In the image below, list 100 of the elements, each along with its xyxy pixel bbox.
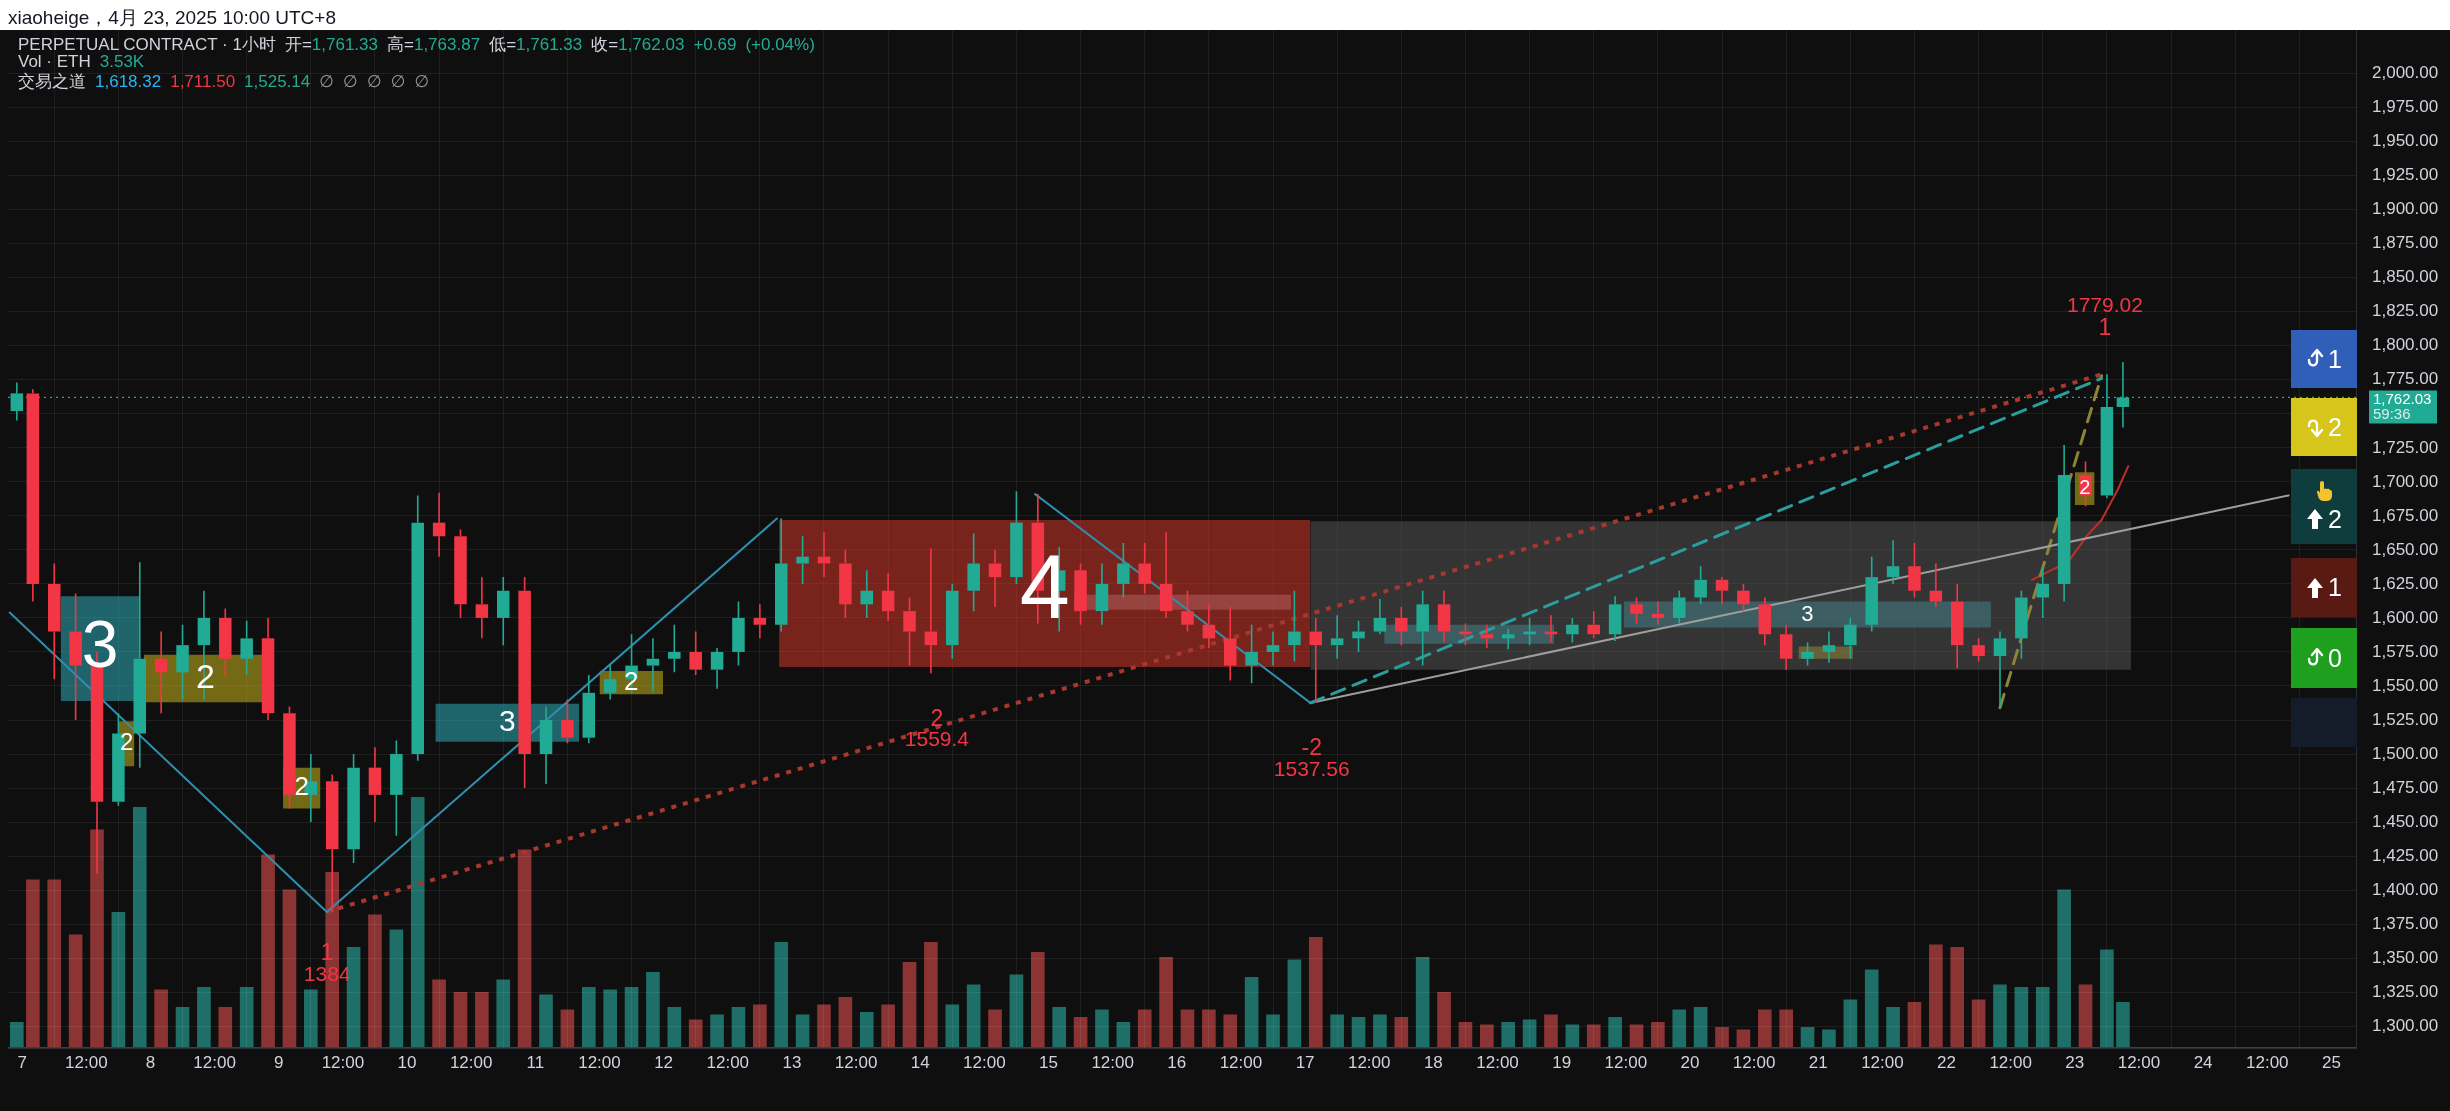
bar xyxy=(475,992,489,1047)
candlestick xyxy=(1993,630,2007,709)
candlestick xyxy=(475,576,489,640)
bar xyxy=(1629,1024,1644,1047)
annotation: 3 xyxy=(81,606,119,681)
candlestick xyxy=(497,576,510,646)
badge: 1 xyxy=(2291,330,2357,388)
x-tick-label: 24 xyxy=(2193,1052,2213,1072)
candlestick xyxy=(283,705,296,810)
candlestick xyxy=(668,623,681,674)
bar xyxy=(560,1009,575,1047)
x-tick-label: 13 xyxy=(782,1052,802,1072)
y-tick-label: 1,425.00 xyxy=(2372,845,2439,865)
text: 开=1,761.33 高=1,763.87 低=1,761.33 收=1,762.03 +0.69 (+0.04%) xyxy=(284,35,815,54)
bar xyxy=(902,962,917,1047)
bar xyxy=(10,1022,24,1047)
bar xyxy=(132,807,147,1047)
bar xyxy=(1586,1024,1601,1047)
bar xyxy=(1480,1024,1494,1047)
bar xyxy=(496,979,511,1047)
y-tick-label: 1,550.00 xyxy=(2372,675,2439,695)
y-tick-label: 1,475.00 xyxy=(2372,777,2439,797)
annotation: 3 xyxy=(1801,600,1814,626)
x-tick-label: 11 xyxy=(526,1052,545,1072)
bar xyxy=(603,989,617,1047)
bar xyxy=(646,972,660,1047)
bar xyxy=(1864,969,1879,1047)
text: xiaoheige，4月 23, 2025 10:00 UTC+8 xyxy=(8,6,336,30)
annotation: 0 xyxy=(2328,643,2342,673)
bar xyxy=(304,989,318,1047)
x-tick-label: 14 xyxy=(910,1052,930,1072)
bar xyxy=(1993,984,2007,1047)
chart-title: Vol · ETH xyxy=(18,52,91,72)
bar xyxy=(1180,1009,1195,1047)
candlestick xyxy=(1608,595,1622,642)
bar xyxy=(1009,974,1024,1047)
annotation: 1 xyxy=(2328,573,2342,602)
y-tick-label: 1,725.00 xyxy=(2372,437,2439,457)
candlestick xyxy=(603,663,617,701)
bar xyxy=(924,942,938,1047)
candlestick xyxy=(1309,617,1323,704)
bar xyxy=(1052,1007,1066,1047)
x-tick-label: 17 xyxy=(1295,1052,1315,1072)
bar xyxy=(817,1004,831,1047)
candlestick xyxy=(1138,542,1151,595)
bar xyxy=(624,987,639,1047)
bar xyxy=(453,992,468,1047)
bar xyxy=(1736,1029,1751,1047)
bar xyxy=(1929,944,1943,1047)
bar xyxy=(1330,1014,1344,1047)
bar xyxy=(389,929,404,1047)
bar xyxy=(2014,987,2029,1047)
ref-line-label: 1,762.03 xyxy=(2373,389,2432,407)
bar xyxy=(1437,992,1451,1047)
y-tick-label: 1,625.00 xyxy=(2372,573,2439,593)
candlestick xyxy=(69,592,82,721)
x-tick-label: 12:00 xyxy=(2245,1052,2289,1072)
y-tick-label: 1,350.00 xyxy=(2372,947,2439,967)
bar xyxy=(1116,1022,1131,1047)
x-tick-label: 12:00 xyxy=(1861,1052,1904,1072)
candlestick xyxy=(2015,589,2028,660)
candlestick xyxy=(1673,589,1686,625)
bar xyxy=(1030,952,1045,1047)
bar xyxy=(175,1007,190,1047)
y-tick-label: 1,575.00 xyxy=(2372,641,2439,661)
x-tick-label: 16 xyxy=(1167,1052,1187,1072)
candlestick xyxy=(710,647,724,690)
candlestick xyxy=(1844,617,1857,660)
candlestick xyxy=(646,637,660,693)
candlestick xyxy=(1181,589,1194,633)
x-tick-label: 12:00 xyxy=(706,1052,750,1072)
y-tick-label: 1,300.00 xyxy=(2372,1015,2439,1035)
bar xyxy=(2035,987,2050,1047)
candlestick xyxy=(1886,539,1900,585)
candlestick xyxy=(390,739,403,837)
y-tick-label: 1,900.00 xyxy=(2372,199,2439,219)
bar xyxy=(1458,1022,1473,1047)
bar xyxy=(432,979,446,1047)
candlestick xyxy=(924,547,938,674)
candlestick xyxy=(1437,589,1451,644)
candlestick xyxy=(967,532,980,612)
candlestick xyxy=(1501,628,1515,651)
candlestick xyxy=(1779,623,1793,671)
bar xyxy=(154,989,168,1047)
bar xyxy=(1244,977,1259,1047)
candlestick xyxy=(1373,598,1387,636)
bar xyxy=(688,1019,703,1047)
x-tick-label: 12:00 xyxy=(193,1052,236,1072)
candlestick xyxy=(1865,555,1878,633)
bar xyxy=(774,942,789,1047)
candlestick xyxy=(1480,623,1494,649)
candlestick xyxy=(2057,444,2071,603)
bar xyxy=(68,934,83,1047)
candlestick xyxy=(561,698,574,744)
x-tick-label: 7 xyxy=(17,1052,27,1072)
candlestick xyxy=(261,617,275,721)
y-tick-label: 1,700.00 xyxy=(2372,471,2439,491)
candlestick xyxy=(1758,596,1772,646)
x-tick-label: 8 xyxy=(145,1052,156,1072)
annotation: 2 xyxy=(2328,412,2342,442)
